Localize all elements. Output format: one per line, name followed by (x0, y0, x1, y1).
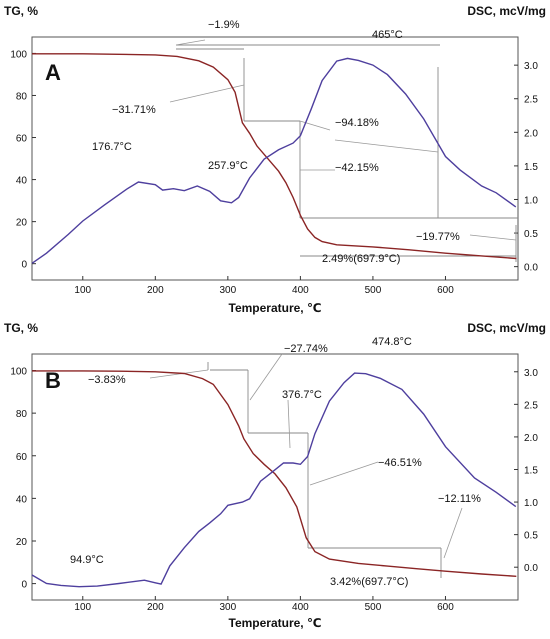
annotation-label: 3.42%(697.7°C) (330, 576, 408, 588)
y-right-tick-label: 0.0 (524, 563, 538, 574)
annotation-leader (169, 84, 245, 103)
annotation-label: −42.15% (335, 162, 379, 174)
dsc-curve (31, 372, 517, 588)
y-left-tick-label: 60 (16, 452, 28, 463)
plot-frame (31, 36, 519, 281)
x-tick-label: 400 (292, 285, 309, 296)
annotation-label: −94.18% (335, 117, 379, 129)
annotation-label: −3.83% (88, 374, 126, 386)
annotation-label: −46.51% (378, 457, 422, 469)
y-left-tick-label: 0 (21, 260, 27, 271)
tg-curve (32, 53, 517, 260)
annotation-leader (334, 139, 439, 153)
y-right-tick-label: 1.5 (524, 162, 538, 173)
y-left-tick-label: 20 (16, 218, 28, 229)
y-left-tick-label: 60 (16, 134, 28, 145)
y-right-tick-label: 3.0 (524, 61, 538, 72)
x-tick-label: 300 (220, 602, 237, 613)
annotation-label: −1.9% (208, 19, 240, 31)
x-axis-label: Temperature, ℃ (229, 301, 322, 315)
y-left-tick-label: 40 (16, 176, 28, 187)
annotation-label: 465°C (372, 29, 403, 41)
panel-letter: B (45, 368, 61, 393)
annotation-label: −12.11% (438, 493, 481, 505)
y-right-tick-label: 1.0 (524, 195, 538, 206)
x-tick-label: 100 (74, 285, 91, 296)
y-left-tick-label: 40 (16, 494, 28, 505)
annotation-leader (249, 353, 283, 401)
annotation-leader (309, 461, 379, 486)
y-right-tick-label: 1.0 (524, 498, 538, 509)
annotation-label: 2.49%(697.9°C) (322, 253, 400, 265)
y-axis-left-label: TG, % (4, 321, 38, 335)
dsc-curve (31, 57, 517, 264)
annotation-leader (149, 369, 209, 379)
x-tick-label: 600 (437, 602, 454, 613)
y-left-tick-label: 80 (16, 409, 28, 420)
annotation-leader (443, 507, 463, 559)
annotation-label: 257.9°C (208, 160, 248, 172)
x-tick-label: 500 (365, 285, 382, 296)
annotation-label: −31.71% (112, 104, 156, 116)
plot-frame (31, 353, 519, 601)
annotation-leader (469, 234, 517, 241)
x-tick-label: 200 (147, 285, 164, 296)
x-tick-label: 100 (74, 602, 91, 613)
y-left-tick-label: 100 (10, 49, 27, 60)
y-right-tick-label: 2.5 (524, 95, 538, 106)
y-right-tick-label: 2.0 (524, 433, 538, 444)
annotation-leader (287, 399, 291, 449)
y-left-tick-label: 0 (21, 580, 27, 591)
y-axis-right-label: DSC, mcV/mg (467, 4, 546, 18)
panel-letter: A (45, 60, 61, 85)
annotation-label: 176.7°C (92, 141, 132, 153)
y-axis-left-label: TG, % (4, 4, 38, 18)
y-right-tick-label: 0.5 (524, 229, 538, 240)
x-tick-label: 600 (437, 285, 454, 296)
y-right-tick-label: 2.0 (524, 128, 538, 139)
y-right-tick-label: 0.5 (524, 531, 538, 542)
annotation-leader (175, 39, 206, 46)
y-right-tick-label: 2.5 (524, 400, 538, 411)
annotation-label: 474.8°C (372, 336, 412, 348)
x-tick-label: 200 (147, 602, 164, 613)
y-axis-right-label: DSC, mcV/mg (467, 321, 546, 335)
y-left-tick-label: 80 (16, 91, 28, 102)
y-right-tick-label: 1.5 (524, 465, 538, 476)
annotation-label: 94.9°C (70, 554, 104, 566)
tg-curve (32, 370, 517, 577)
y-left-tick-label: 100 (10, 367, 27, 378)
annotation-label: 376.7°C (282, 389, 322, 401)
annotation-label: −27.74% (284, 343, 328, 355)
y-left-tick-label: 20 (16, 537, 28, 548)
x-tick-label: 500 (365, 602, 382, 613)
x-tick-label: 400 (292, 602, 309, 613)
x-tick-label: 300 (220, 285, 237, 296)
x-axis-label: Temperature, ℃ (229, 616, 322, 630)
y-right-tick-label: 3.0 (524, 368, 538, 379)
annotation-label: −19.77% (416, 231, 460, 243)
y-right-tick-label: 0.0 (524, 263, 538, 274)
